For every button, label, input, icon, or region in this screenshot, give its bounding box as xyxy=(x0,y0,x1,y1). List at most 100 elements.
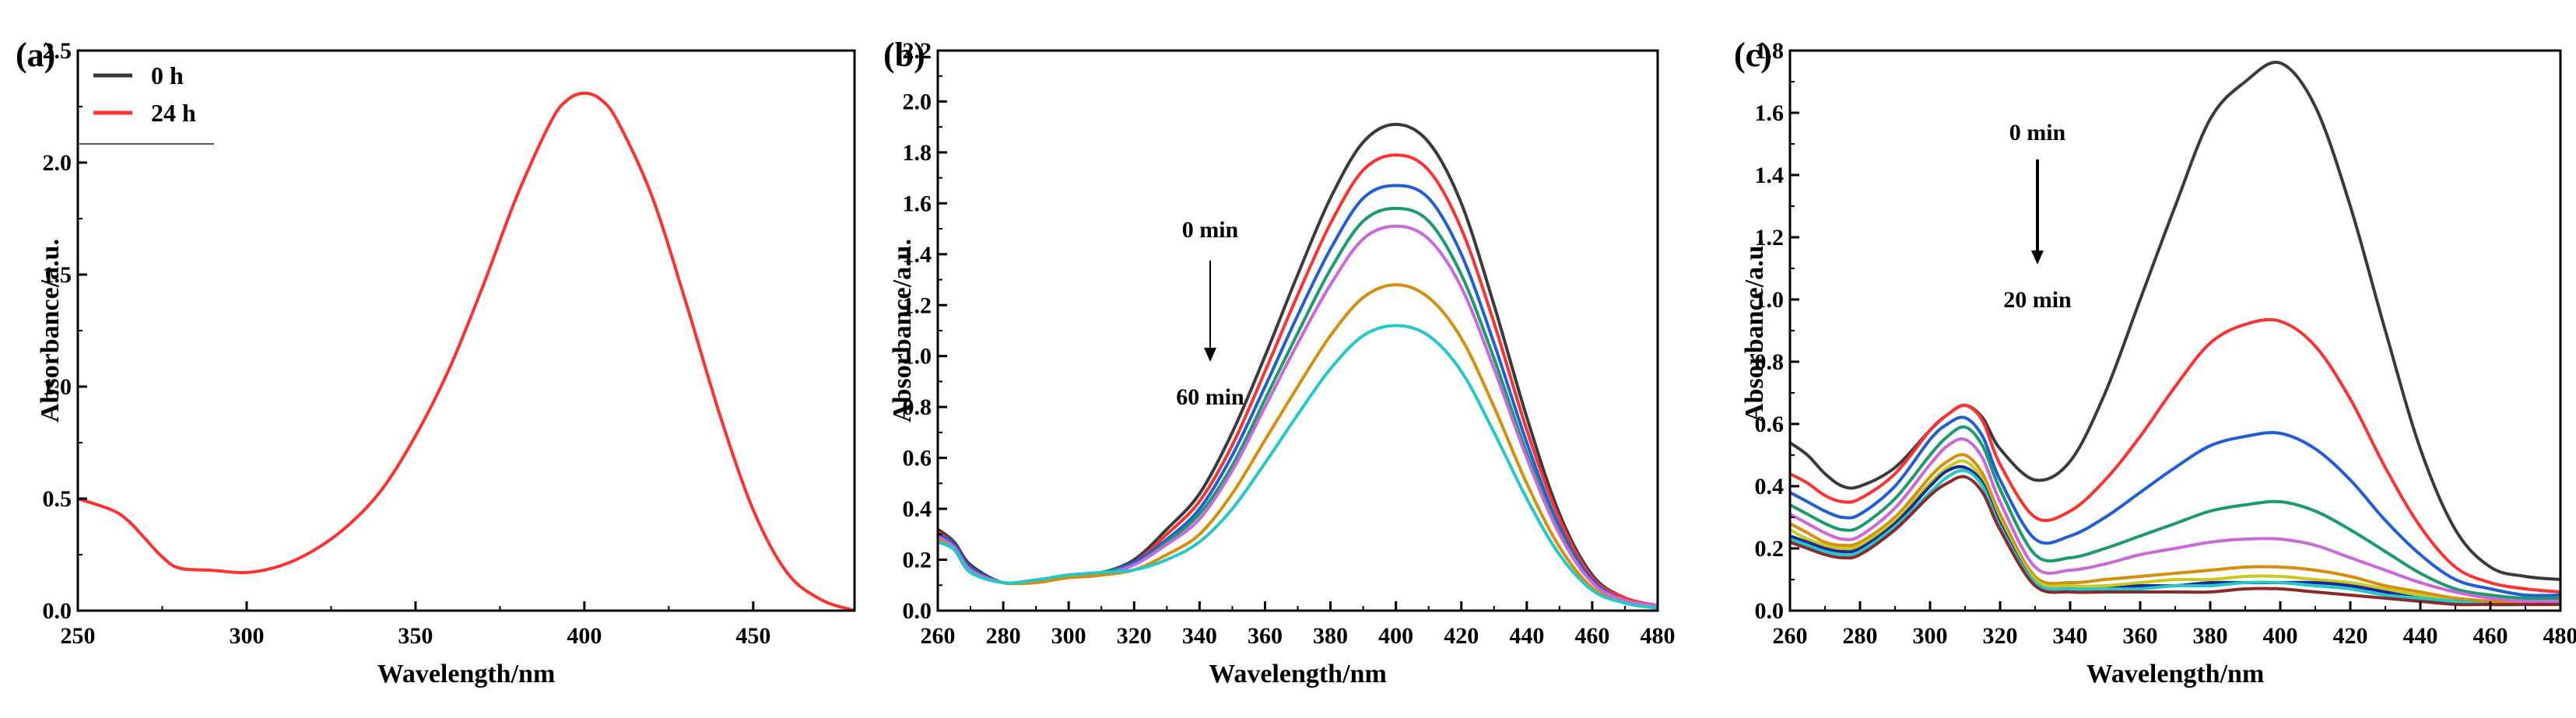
plot-frame xyxy=(1788,49,2562,612)
x-axis-label: Wavelength/nm xyxy=(1209,660,1387,688)
y-tick-label: 2.0 xyxy=(43,150,72,176)
time-annotation: 0 min 60 min xyxy=(1176,217,1244,410)
chart-panel-3: 260 280 300 320 340 360 380 400 420 440 460 480 0.0 0… xyxy=(1734,36,2576,688)
annotation-start-label: 0 min xyxy=(1182,217,1239,243)
y-tick-label: 2.2 xyxy=(903,38,932,64)
annotation-arrow-head xyxy=(1204,348,1216,362)
y-tick-label: 0.5 xyxy=(43,486,72,512)
x-tick-label: 400 xyxy=(567,623,602,649)
chart-panel-1: 250 300 350 400 450 0.0 0.5 1.0 1.5 2.0 2.5 Wavelen… xyxy=(16,36,856,688)
annotation-start-label: 0 min xyxy=(2009,120,2066,145)
y-axis-label: Absorbance/a.u. xyxy=(36,239,65,422)
x-tick-label: 480 xyxy=(2543,623,2576,649)
series-line-4 xyxy=(938,206,1658,608)
x-tick-label: 450 xyxy=(735,623,770,649)
x-tick-label: 420 xyxy=(1444,623,1479,649)
legend-entry: 0 h xyxy=(151,61,184,89)
x-tick-label: 260 xyxy=(921,623,956,649)
y-tick-label: 1.2 xyxy=(903,292,932,318)
y-tick-label: 1.5 xyxy=(43,262,72,288)
series-line-4 xyxy=(1790,425,2560,601)
y-tick-label: 0.4 xyxy=(1755,474,1785,499)
x-tick-label: 260 xyxy=(1773,623,1808,649)
y-tick-label: 1.6 xyxy=(1755,100,1785,126)
series-line-7 xyxy=(938,324,1658,610)
y-tick-label: 1.4 xyxy=(1755,163,1785,188)
y-tick-label: 0.6 xyxy=(1755,412,1785,437)
y-axis-label: Absorbance/a.u. xyxy=(1740,239,1769,422)
y-tick-label: 0.8 xyxy=(903,394,932,420)
x-tick-label: 350 xyxy=(398,623,433,649)
y-tick-label: 1.0 xyxy=(1755,287,1785,313)
series-line-5 xyxy=(1790,437,2560,604)
y-tick-label: 0.0 xyxy=(1755,598,1785,624)
x-tick-label: 300 xyxy=(1051,623,1086,649)
annotation-end-label: 60 min xyxy=(1176,384,1244,410)
y-tick-label: 0.2 xyxy=(903,548,932,573)
x-tick-label: 460 xyxy=(2473,623,2508,649)
y-tick-label: 1.0 xyxy=(43,374,72,400)
x-tick-label: 280 xyxy=(1843,623,1878,649)
panel-label: (c) xyxy=(1734,36,1772,74)
x-tick-label: 300 xyxy=(1913,623,1948,649)
x-tick-label: 320 xyxy=(1983,623,2018,649)
series-group xyxy=(78,91,855,611)
y-tick-label: 1.0 xyxy=(903,344,932,370)
y-tick-label: 0.0 xyxy=(43,598,72,624)
x-tick-label: 480 xyxy=(1641,623,1676,649)
x-tick-label: 400 xyxy=(1378,623,1413,649)
y-tick-label: 0.8 xyxy=(1755,349,1785,375)
chart-panel-2: 260 280 300 320 340 360 380 400 420 440 460 480 0.0 0… xyxy=(883,36,1676,688)
x-tick-label: 360 xyxy=(1248,623,1283,649)
series-line-3 xyxy=(1790,415,2560,597)
y-tick-label: 0.0 xyxy=(903,598,932,624)
y-tick-label: 2.5 xyxy=(43,38,72,64)
y-tick-label: 1.6 xyxy=(903,191,932,216)
x-tick-label: 440 xyxy=(2403,623,2438,649)
annotation-end-label: 20 min xyxy=(2003,287,2072,313)
y-tick-label: 1.8 xyxy=(903,140,932,166)
x-tick-label: 380 xyxy=(1313,623,1348,649)
x-tick-label: 380 xyxy=(2193,623,2228,649)
series-line-7 xyxy=(1790,459,2560,607)
series-line-9 xyxy=(1790,468,2560,607)
series-line-1 xyxy=(938,122,1658,608)
panel-label: (b) xyxy=(883,36,925,74)
y-tick-label: 2.0 xyxy=(903,89,932,114)
y-tick-label: 0.6 xyxy=(903,446,932,471)
x-axis-label: Wavelength/nm xyxy=(377,660,556,688)
x-tick-label: 420 xyxy=(2333,623,2368,649)
x-tick-label: 340 xyxy=(1182,623,1217,649)
series-line-6 xyxy=(938,283,1658,610)
x-tick-label: 340 xyxy=(2053,623,2088,649)
series-line-1 xyxy=(78,92,855,611)
legend-entry: 24 h xyxy=(151,99,196,127)
series-line-6 xyxy=(1790,453,2560,607)
series-group xyxy=(938,122,1658,610)
annotation-arrow-head xyxy=(2031,250,2044,264)
x-axis-label: Wavelength/nm xyxy=(2086,660,2265,688)
series-group xyxy=(1790,61,2560,607)
y-tick-label: 1.8 xyxy=(1755,38,1785,64)
series-line-10 xyxy=(1790,475,2560,607)
x-tick-label: 280 xyxy=(986,623,1021,649)
x-tick-label: 460 xyxy=(1574,623,1609,649)
x-tick-label: 440 xyxy=(1509,623,1544,649)
y-tick-label: 0.2 xyxy=(1755,536,1785,562)
x-tick-label: 320 xyxy=(1117,623,1152,649)
legend: 0 h 24 h xyxy=(79,61,214,145)
x-tick-label: 250 xyxy=(61,623,96,649)
x-tick-label: 400 xyxy=(2263,623,2298,649)
series-line-2 xyxy=(1790,317,2560,594)
x-tick-label: 300 xyxy=(229,623,264,649)
y-tick-label: 0.4 xyxy=(903,496,932,522)
series-line-2 xyxy=(78,91,855,611)
panel-label: (a) xyxy=(16,36,55,74)
y-axis-label: Absorbance/a.u. xyxy=(888,239,917,422)
series-line-3 xyxy=(938,184,1658,608)
time-annotation: 0 min 20 min xyxy=(2003,120,2072,313)
x-tick-label: 360 xyxy=(2123,623,2158,649)
series-line-1 xyxy=(1790,61,2560,581)
y-tick-label: 1.4 xyxy=(903,242,932,268)
